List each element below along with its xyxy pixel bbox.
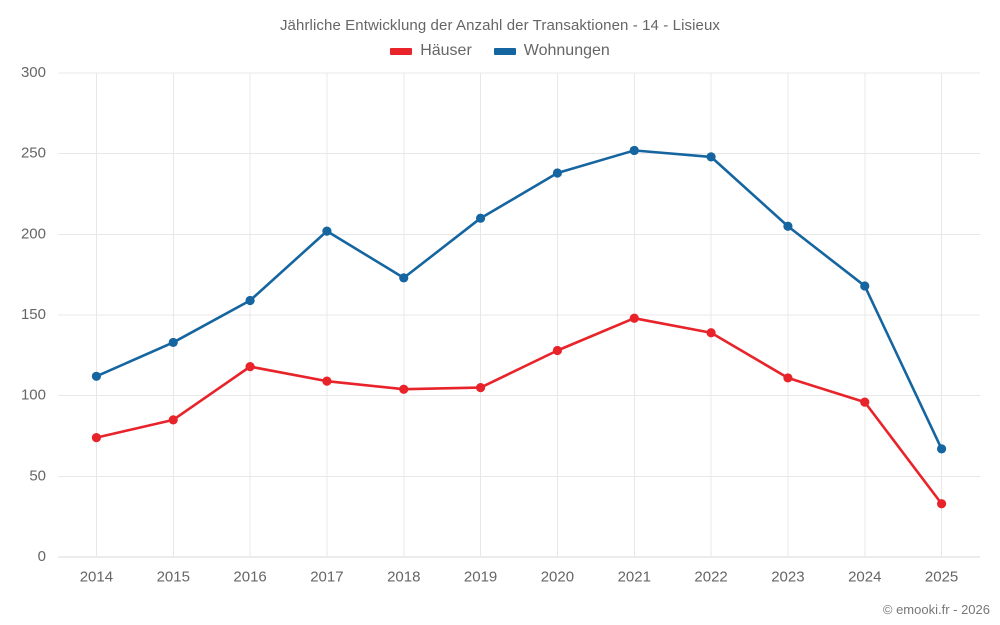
y-tick-label: 150 bbox=[21, 306, 46, 323]
x-tick-label: 2017 bbox=[310, 568, 343, 585]
x-tick-label: 2023 bbox=[771, 568, 804, 585]
data-point[interactable] bbox=[783, 221, 793, 231]
x-tick-label: 2021 bbox=[618, 568, 651, 585]
y-tick-label: 0 bbox=[38, 548, 46, 565]
data-point[interactable] bbox=[399, 273, 409, 283]
x-tick-label: 2020 bbox=[541, 568, 574, 585]
x-tick-label: 2018 bbox=[387, 568, 420, 585]
data-point[interactable] bbox=[629, 145, 639, 156]
data-point[interactable] bbox=[322, 376, 332, 386]
y-tick-label: 50 bbox=[29, 467, 46, 484]
series-häuser bbox=[91, 313, 947, 509]
data-point[interactable] bbox=[706, 328, 716, 338]
data-point[interactable] bbox=[783, 373, 793, 383]
series-wohnungen bbox=[91, 145, 947, 454]
legend-item-wohnungen[interactable]: Wohnungen bbox=[493, 42, 610, 59]
data-point[interactable] bbox=[91, 371, 102, 381]
data-point[interactable] bbox=[860, 397, 870, 407]
chart-legend: Häuser Wohnungen bbox=[0, 43, 1000, 59]
legend-label-wohnungen: Wohnungen bbox=[523, 42, 610, 59]
y-tick-label: 100 bbox=[21, 387, 46, 404]
x-tick-label: 2016 bbox=[233, 568, 266, 585]
series-line bbox=[95, 316, 943, 506]
legend-item-hauser[interactable]: Häuser bbox=[390, 43, 472, 59]
data-point[interactable] bbox=[475, 383, 486, 393]
data-point[interactable] bbox=[399, 384, 409, 394]
y-tick-label: 250 bbox=[21, 145, 46, 162]
x-tick-label: 2014 bbox=[80, 568, 113, 585]
data-point[interactable] bbox=[245, 362, 255, 372]
data-point[interactable] bbox=[475, 213, 486, 223]
x-tick-label: 2024 bbox=[848, 568, 881, 585]
legend-swatch-hauser bbox=[390, 47, 413, 55]
data-point[interactable] bbox=[860, 281, 870, 291]
data-point[interactable] bbox=[552, 168, 563, 178]
series-line bbox=[95, 149, 943, 451]
data-point[interactable] bbox=[629, 313, 639, 323]
data-point[interactable] bbox=[706, 152, 716, 162]
data-point[interactable] bbox=[322, 226, 332, 236]
data-point[interactable] bbox=[245, 295, 255, 306]
legend-swatch-wohnungen bbox=[493, 47, 516, 55]
x-tick-label: 2022 bbox=[694, 568, 727, 585]
data-point[interactable] bbox=[936, 444, 947, 454]
x-tick-label: 2019 bbox=[464, 568, 497, 585]
x-tick-label: 2015 bbox=[157, 568, 190, 585]
data-point[interactable] bbox=[168, 337, 178, 348]
legend-label-hauser: Häuser bbox=[420, 42, 472, 59]
data-point[interactable] bbox=[936, 499, 947, 509]
chart-title: Jährliche Entwicklung der Anzahl der Tra… bbox=[279, 17, 721, 34]
y-tick-label: 200 bbox=[21, 225, 46, 242]
y-tick-label: 300 bbox=[21, 64, 46, 81]
data-point[interactable] bbox=[168, 415, 178, 425]
x-tick-label: 2025 bbox=[925, 568, 958, 585]
chart-footer-credit: © emooki.fr - 2026 bbox=[882, 602, 990, 617]
data-point[interactable] bbox=[91, 433, 102, 443]
data-point[interactable] bbox=[552, 345, 563, 356]
